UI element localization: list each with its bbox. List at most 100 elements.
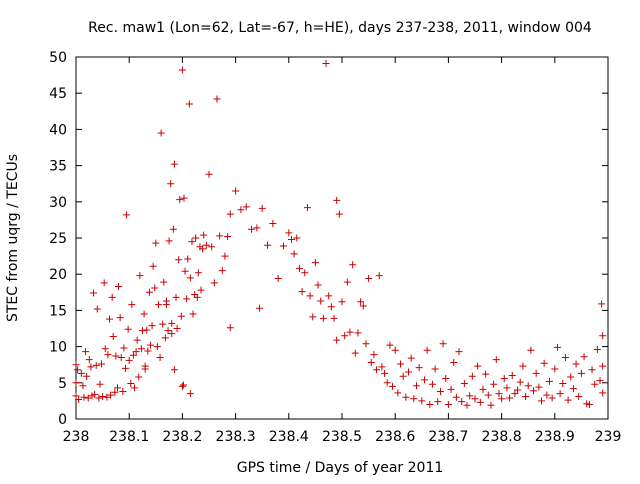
data-point bbox=[279, 242, 287, 250]
data-point bbox=[104, 351, 112, 359]
data-point bbox=[72, 361, 80, 369]
y-axis-label: STEC from uqrg / TECUs bbox=[5, 154, 21, 322]
data-point bbox=[519, 362, 527, 370]
data-point bbox=[508, 372, 516, 380]
data-point bbox=[216, 232, 224, 240]
data-point bbox=[274, 275, 282, 283]
data-point bbox=[285, 229, 293, 237]
data-point bbox=[129, 351, 137, 359]
data-point bbox=[341, 332, 349, 340]
y-tick-label: 10 bbox=[49, 340, 67, 356]
data-point bbox=[322, 60, 330, 68]
data-point bbox=[365, 275, 373, 283]
data-point bbox=[333, 336, 341, 344]
data-point bbox=[333, 196, 341, 204]
data-point bbox=[553, 343, 561, 351]
x-tick-label: 238.1 bbox=[109, 429, 149, 445]
x-tick-label: 238.3 bbox=[216, 429, 256, 445]
data-point bbox=[132, 348, 140, 356]
data-point bbox=[199, 245, 207, 253]
data-point bbox=[169, 225, 177, 233]
y-tick-label: 5 bbox=[58, 376, 67, 392]
data-point bbox=[125, 356, 133, 364]
data-point bbox=[179, 381, 187, 389]
data-point bbox=[186, 390, 194, 398]
data-point bbox=[149, 262, 157, 270]
data-point bbox=[428, 380, 436, 388]
data-point bbox=[83, 372, 91, 380]
data-point bbox=[143, 326, 151, 334]
data-point bbox=[564, 396, 572, 404]
data-point bbox=[524, 382, 532, 390]
data-point bbox=[72, 379, 80, 387]
data-point bbox=[140, 310, 148, 318]
data-point bbox=[161, 334, 169, 342]
data-point bbox=[588, 366, 596, 374]
data-point bbox=[93, 305, 101, 313]
data-point bbox=[96, 380, 104, 388]
data-point bbox=[224, 233, 232, 241]
data-point bbox=[74, 366, 82, 374]
data-point bbox=[556, 390, 564, 398]
data-point bbox=[412, 382, 420, 390]
data-point bbox=[185, 100, 193, 108]
data-point bbox=[405, 368, 412, 376]
x-tick-label: 238.5 bbox=[322, 429, 362, 445]
data-point bbox=[370, 351, 378, 359]
data-point bbox=[434, 398, 442, 406]
data-point bbox=[572, 360, 580, 368]
data-point bbox=[85, 356, 93, 364]
data-point bbox=[248, 225, 256, 233]
data-point bbox=[490, 380, 498, 388]
data-point bbox=[532, 369, 540, 377]
data-point bbox=[168, 330, 176, 338]
data-point bbox=[516, 378, 524, 386]
data-point bbox=[287, 235, 295, 243]
data-point bbox=[168, 319, 176, 327]
data-point bbox=[90, 289, 98, 297]
data-point bbox=[402, 393, 410, 401]
data-point bbox=[194, 269, 202, 277]
y-tick-label: 20 bbox=[49, 267, 67, 283]
data-point bbox=[160, 278, 168, 286]
data-point bbox=[447, 385, 455, 393]
data-point bbox=[139, 327, 146, 335]
data-point bbox=[128, 301, 136, 309]
data-point bbox=[295, 264, 303, 272]
data-point bbox=[500, 374, 508, 382]
data-point bbox=[551, 365, 559, 373]
data-point bbox=[343, 278, 351, 286]
data-point bbox=[116, 314, 124, 322]
data-point bbox=[527, 346, 535, 354]
y-tick-label: 35 bbox=[49, 159, 67, 175]
data-point bbox=[362, 340, 370, 348]
data-point bbox=[450, 359, 458, 367]
data-point bbox=[184, 255, 192, 263]
data-point bbox=[351, 349, 359, 357]
data-point bbox=[221, 252, 229, 260]
data-point bbox=[237, 206, 245, 214]
data-point bbox=[439, 340, 447, 348]
data-point bbox=[444, 401, 452, 409]
data-point bbox=[120, 344, 128, 352]
data-point bbox=[151, 284, 159, 292]
data-point bbox=[301, 269, 309, 277]
data-point bbox=[495, 390, 503, 398]
data-point bbox=[183, 295, 191, 303]
data-point bbox=[492, 356, 500, 364]
axes: 238 238.1 238.2 238.3 238.4 238.5 238.6 238.7 23… bbox=[49, 50, 621, 445]
y-tick-label: 0 bbox=[58, 412, 67, 428]
data-point bbox=[141, 362, 149, 370]
data-point bbox=[164, 327, 172, 335]
data-point bbox=[471, 395, 479, 403]
data-point bbox=[258, 204, 266, 212]
data-point bbox=[503, 384, 511, 392]
x-axis-label: GPS time / Days of year 2011 bbox=[237, 460, 444, 476]
data-point bbox=[111, 388, 119, 396]
data-point bbox=[181, 267, 189, 275]
data-point bbox=[136, 272, 144, 280]
data-point bbox=[498, 395, 506, 403]
data-point bbox=[522, 393, 530, 401]
data-point bbox=[253, 224, 261, 232]
